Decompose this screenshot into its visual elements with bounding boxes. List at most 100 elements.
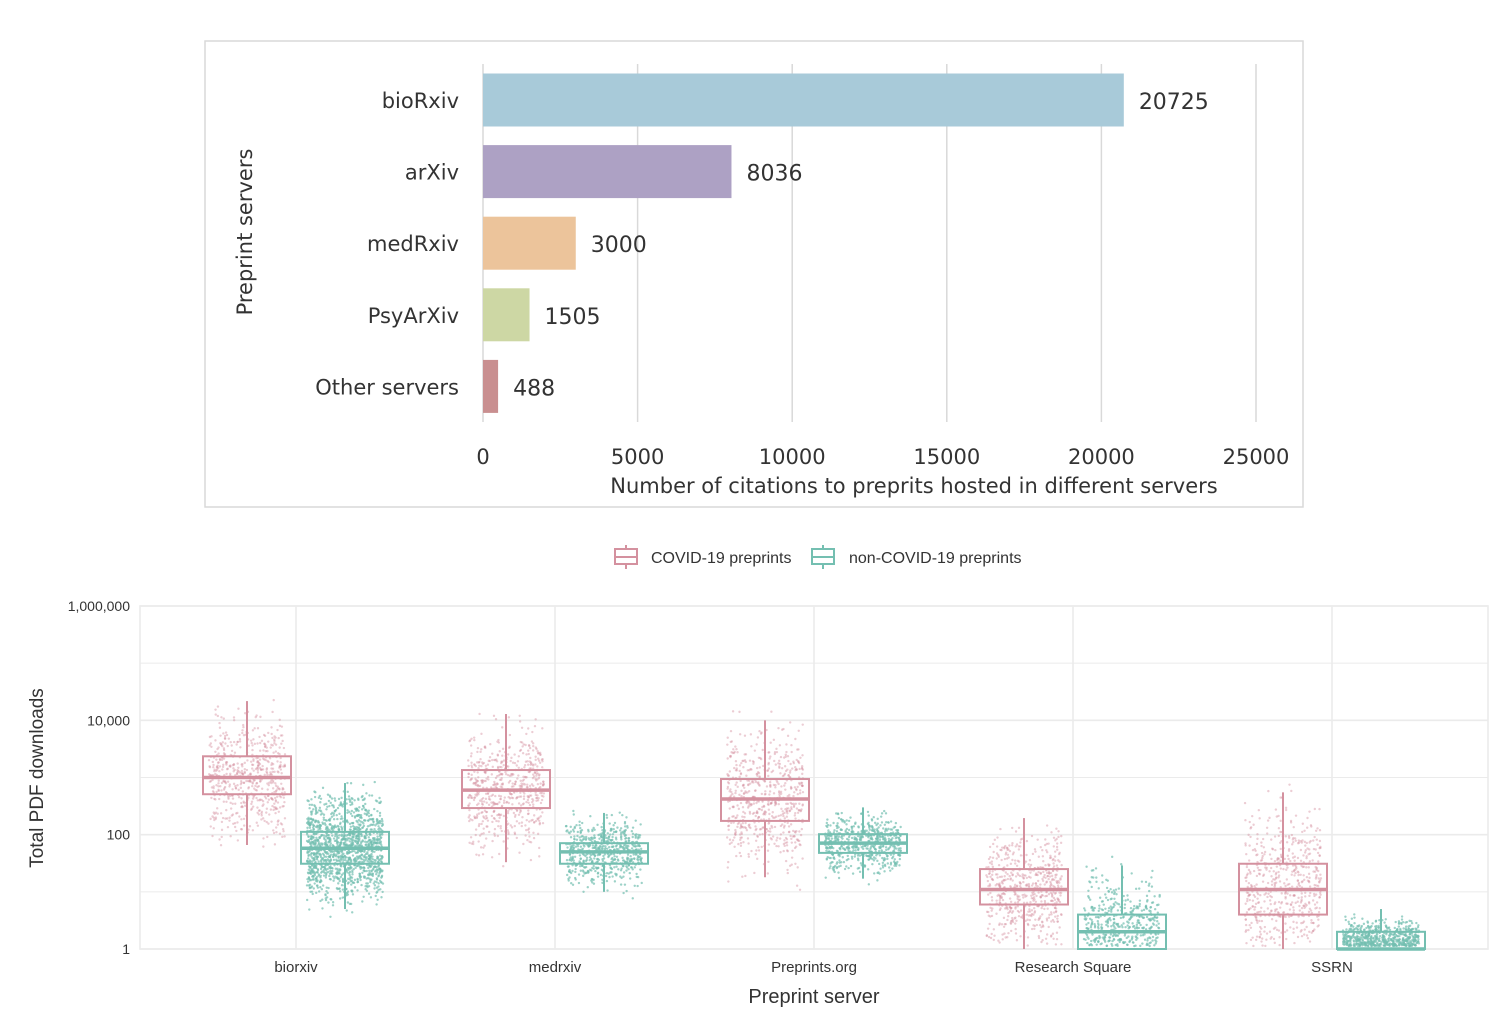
jitter-point <box>1288 908 1292 911</box>
jitter-point <box>1301 911 1304 914</box>
jitter-point <box>785 849 789 852</box>
jitter-point <box>499 772 503 776</box>
jitter-point <box>727 782 731 785</box>
jitter-point <box>612 824 615 827</box>
jitter-point <box>767 803 770 807</box>
jitter-point <box>743 812 747 815</box>
jitter-point <box>266 782 269 785</box>
jitter-point <box>1279 819 1282 823</box>
jitter-point <box>1040 920 1044 923</box>
jitter-point <box>997 883 1001 886</box>
jitter-point <box>1256 921 1259 924</box>
jitter-point <box>1299 859 1303 862</box>
jitter-point <box>476 783 480 787</box>
jitter-point <box>1318 839 1322 843</box>
jitter-point <box>1270 909 1273 912</box>
jitter-point <box>507 832 510 836</box>
jitter-point <box>316 886 320 889</box>
jitter-point <box>754 839 758 842</box>
jitter-point <box>470 764 473 767</box>
jitter-point <box>598 833 601 836</box>
jitter-point <box>632 853 635 856</box>
jitter-point <box>314 812 317 816</box>
jitter-point <box>793 786 797 789</box>
jitter-point <box>474 816 477 819</box>
jitter-point <box>797 761 801 765</box>
jitter-point <box>365 884 369 888</box>
jitter-point <box>1025 884 1029 887</box>
jitter-point <box>366 859 369 863</box>
jitter-point <box>768 812 771 816</box>
jitter-point <box>1256 833 1259 836</box>
jitter-point <box>274 807 278 810</box>
jitter-point <box>767 860 770 864</box>
jitter-point <box>510 826 514 829</box>
jitter-point <box>1268 930 1272 933</box>
jitter-point <box>531 742 535 745</box>
jitter-point <box>499 773 502 776</box>
jitter-point <box>262 803 265 806</box>
jitter-point <box>307 854 310 858</box>
jitter-point <box>1283 857 1287 861</box>
jitter-point <box>350 879 353 882</box>
jitter-point <box>569 856 572 859</box>
jitter-point <box>476 779 479 783</box>
jitter-point <box>783 811 786 815</box>
jitter-point <box>993 838 997 842</box>
jitter-point <box>488 798 492 801</box>
jitter-point <box>1017 826 1021 830</box>
jitter-point <box>336 871 340 875</box>
jitter-point <box>214 798 217 801</box>
jitter-point <box>1266 832 1269 835</box>
jitter-point <box>1055 873 1058 876</box>
jitter-point <box>1030 914 1033 918</box>
jitter-point <box>224 731 228 734</box>
jitter-point <box>1040 925 1043 929</box>
jitter-point <box>498 814 502 817</box>
jitter-point <box>254 715 257 719</box>
jitter-point <box>378 841 381 844</box>
jitter-point <box>600 868 604 872</box>
jitter-point <box>539 815 542 818</box>
bar-x-tick-label: 10000 <box>759 445 826 469</box>
jitter-point <box>625 869 628 872</box>
jitter-point <box>258 799 261 802</box>
jitter-point <box>785 815 789 818</box>
jitter-point <box>244 712 247 715</box>
jitter-point <box>341 805 345 808</box>
jitter-point <box>796 785 799 789</box>
jitter-point <box>767 817 771 821</box>
jitter-point <box>1261 856 1264 860</box>
jitter-point <box>770 710 773 713</box>
jitter-point <box>1000 858 1003 862</box>
jitter-point <box>631 897 634 900</box>
jitter-point <box>1008 844 1011 847</box>
jitter-point <box>306 871 310 874</box>
jitter-point <box>329 915 332 918</box>
jitter-point <box>220 743 223 746</box>
jitter-point <box>243 761 246 765</box>
jitter-point <box>507 831 510 834</box>
jitter-point <box>774 783 777 787</box>
jitter-point <box>991 873 994 877</box>
jitter-point <box>738 769 741 773</box>
jitter-point <box>1004 878 1007 882</box>
jitter-point <box>796 748 799 751</box>
jitter-point <box>367 892 371 895</box>
jitter-point <box>542 795 545 798</box>
jitter-point <box>1051 877 1054 881</box>
jitter-point <box>475 815 479 818</box>
jitter-point <box>756 770 760 774</box>
jitter-point <box>618 811 621 814</box>
jitter-point <box>1056 920 1059 923</box>
jitter-point <box>380 896 383 899</box>
jitter-point <box>496 740 499 743</box>
jitter-point <box>1262 846 1266 849</box>
jitter-point <box>1041 894 1044 897</box>
jitter-point <box>636 858 639 861</box>
jitter-point <box>283 763 286 766</box>
jitter-point <box>742 783 745 787</box>
jitter-point <box>211 778 214 782</box>
jitter-point <box>499 797 502 801</box>
jitter-point <box>235 829 238 833</box>
